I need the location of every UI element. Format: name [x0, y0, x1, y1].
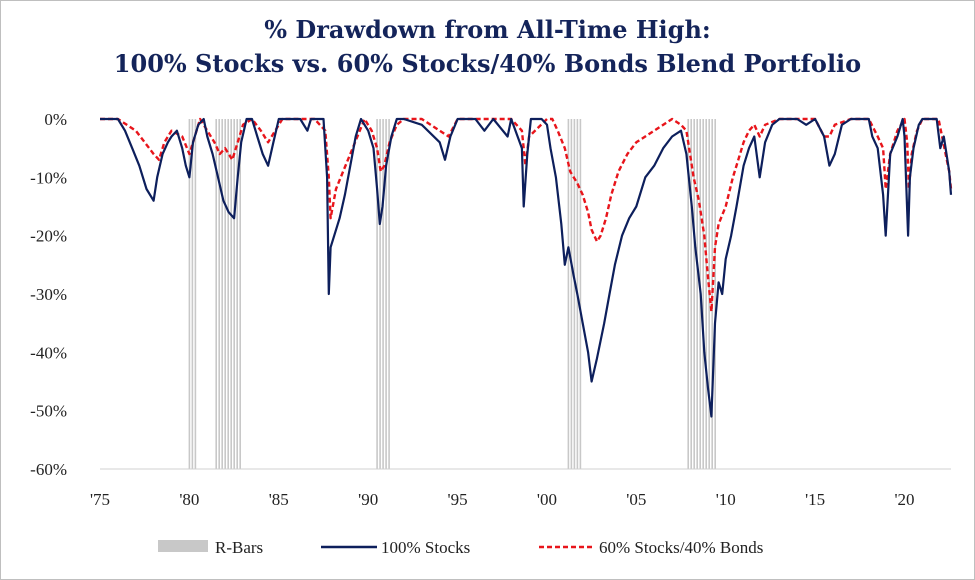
x-tick-label: '05 — [626, 490, 646, 509]
chart-title-block: % Drawdown from All-Time High: 100% Stoc… — [1, 13, 974, 81]
y-tick-label: 0% — [44, 110, 67, 129]
x-tick-label: '10 — [716, 490, 736, 509]
legend-entry-r-bars: R-Bars — [158, 538, 263, 557]
x-tick-label: '80 — [179, 490, 199, 509]
y-tick-label: -20% — [30, 227, 67, 246]
y-tick-label: -10% — [30, 168, 67, 187]
legend-label-r-bars: R-Bars — [215, 538, 263, 557]
x-tick-label: '75 — [90, 490, 110, 509]
chart-title: % Drawdown from All-Time High: — [264, 15, 711, 44]
x-tick-label: '90 — [358, 490, 378, 509]
legend-entry-100-stocks: 100% Stocks — [321, 538, 470, 557]
series-lines — [100, 117, 953, 418]
series-line-100-stocks — [100, 117, 953, 418]
y-axis: 0% -10% -20% -30% -40% -50% -60% — [30, 110, 67, 479]
y-tick-label: -40% — [30, 343, 67, 362]
recession-bar-2 — [215, 119, 241, 469]
legend-label-60-40-blend: 60% Stocks/40% Bonds — [599, 538, 763, 557]
legend-swatch-r-bars — [158, 540, 208, 552]
chart-subtitle: 100% Stocks vs. 60% Stocks/40% Bonds Ble… — [113, 49, 862, 78]
y-tick-label: -60% — [30, 460, 67, 479]
y-tick-label: -30% — [30, 285, 67, 304]
legend: R-Bars 100% Stocks 60% Stocks/40% Bonds — [158, 538, 763, 557]
x-axis: '75 '80 '85 '90 '95 '00 '05 '10 '15 '20 — [90, 468, 951, 509]
x-tick-label: '20 — [894, 490, 914, 509]
x-tick-label: '85 — [269, 490, 289, 509]
series-line-60-40-blend — [100, 117, 953, 313]
x-tick-label: '00 — [537, 490, 557, 509]
x-tick-label: '15 — [805, 490, 825, 509]
x-tick-label: '95 — [448, 490, 468, 509]
legend-label-100-stocks: 100% Stocks — [381, 538, 470, 557]
recession-bar-3 — [376, 119, 390, 469]
recession-bars — [188, 119, 717, 469]
y-tick-label: -50% — [30, 402, 67, 421]
legend-entry-60-40-blend: 60% Stocks/40% Bonds — [539, 538, 763, 557]
